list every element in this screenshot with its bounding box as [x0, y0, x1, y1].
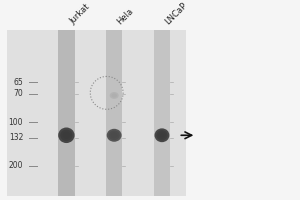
Text: 100: 100: [9, 118, 23, 127]
Text: Hela: Hela: [116, 6, 136, 26]
Ellipse shape: [112, 134, 116, 137]
Ellipse shape: [62, 131, 70, 139]
Text: 70: 70: [13, 89, 23, 98]
Bar: [7, 30, 186, 196]
Bar: [58, 30, 75, 196]
Text: 200: 200: [9, 161, 23, 170]
Text: LNCaP: LNCaP: [164, 1, 189, 26]
Ellipse shape: [112, 93, 117, 98]
Bar: [154, 30, 170, 196]
Ellipse shape: [158, 132, 166, 139]
Ellipse shape: [160, 134, 164, 137]
Ellipse shape: [154, 128, 169, 142]
Ellipse shape: [109, 130, 120, 140]
Text: Jurkat: Jurkat: [68, 3, 92, 26]
Ellipse shape: [110, 92, 118, 99]
Ellipse shape: [107, 129, 122, 142]
Ellipse shape: [110, 132, 118, 139]
Bar: [106, 30, 122, 196]
Text: 132: 132: [9, 133, 23, 142]
Ellipse shape: [156, 130, 167, 140]
Ellipse shape: [58, 127, 75, 143]
Ellipse shape: [60, 129, 73, 141]
Text: 65: 65: [13, 78, 23, 87]
Ellipse shape: [64, 133, 68, 137]
